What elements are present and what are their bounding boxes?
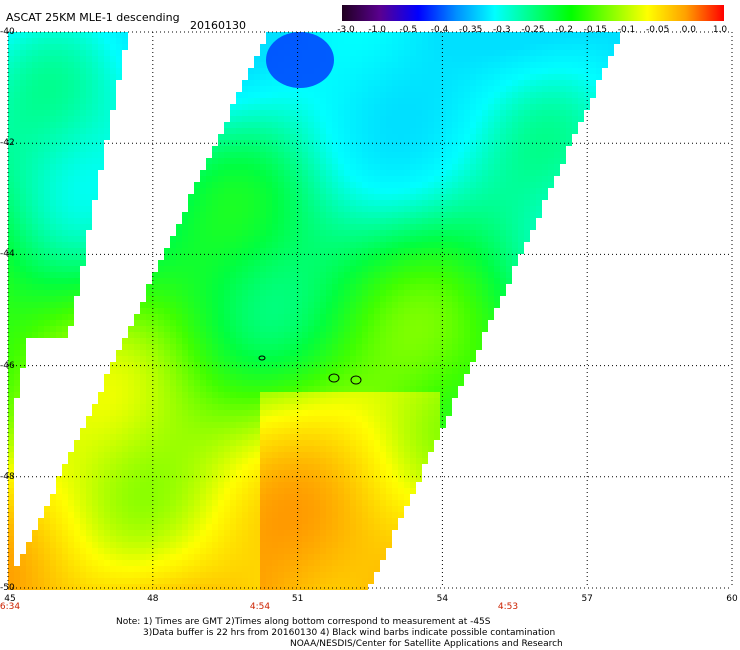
colorbar-label: -1.0 — [368, 25, 386, 35]
colorbar-label: -3.0 — [337, 25, 355, 35]
note-line-2: 3)Data buffer is 22 hrs from 20160130 4)… — [143, 628, 556, 638]
latitude-label: -40 — [0, 27, 15, 37]
latitude-label: -48 — [0, 471, 15, 482]
note-line-3: NOAA/NESDIS/Center for Satellite Applica… — [290, 639, 563, 649]
island-outlines — [258, 355, 362, 385]
colorbar-label: -0.4 — [430, 25, 449, 35]
time-label: 4:53 — [497, 602, 519, 612]
time-label: 6:34 — [0, 602, 21, 612]
latitude-label: -42 — [0, 138, 15, 149]
colorbar-label: -0.25 — [521, 25, 545, 35]
colorbar-label: -0.2 — [555, 25, 573, 35]
swath-cells — [8, 32, 620, 590]
map-title: ASCAT 25KM MLE-1 descending — [6, 11, 180, 24]
latitude-label: -50 — [0, 583, 15, 593]
colorbar-label: -0.15 — [583, 25, 607, 35]
colorbar-label: 0.0 — [681, 25, 696, 35]
colorbar-label: -0.3 — [493, 25, 511, 35]
colorbar-label: 1.0 — [712, 25, 728, 35]
longitude-label: 57 — [581, 594, 593, 604]
latitude-label: -46 — [0, 360, 15, 371]
longitude-label: 51 — [291, 594, 304, 604]
colorbar-label: -0.1 — [617, 25, 636, 35]
map-date: 20160130 — [190, 19, 246, 32]
colorbar-label: -0.05 — [646, 25, 670, 35]
longitude-label: 60 — [726, 594, 738, 604]
longitude-label: 45 — [4, 594, 16, 604]
graticule — [7, 31, 733, 589]
time-label: 4:54 — [249, 602, 271, 612]
longitude-label: 54 — [436, 594, 449, 604]
latitude-label: -44 — [0, 249, 15, 260]
colorbar — [342, 5, 724, 21]
low-value-region — [266, 32, 334, 88]
colorbar-label: -0.35 — [459, 25, 483, 35]
colorbar-label: -0.5 — [399, 25, 418, 35]
note-line-1: Note: 1) Times are GMT 2)Times along bot… — [116, 617, 491, 627]
longitude-label: 48 — [147, 594, 159, 604]
